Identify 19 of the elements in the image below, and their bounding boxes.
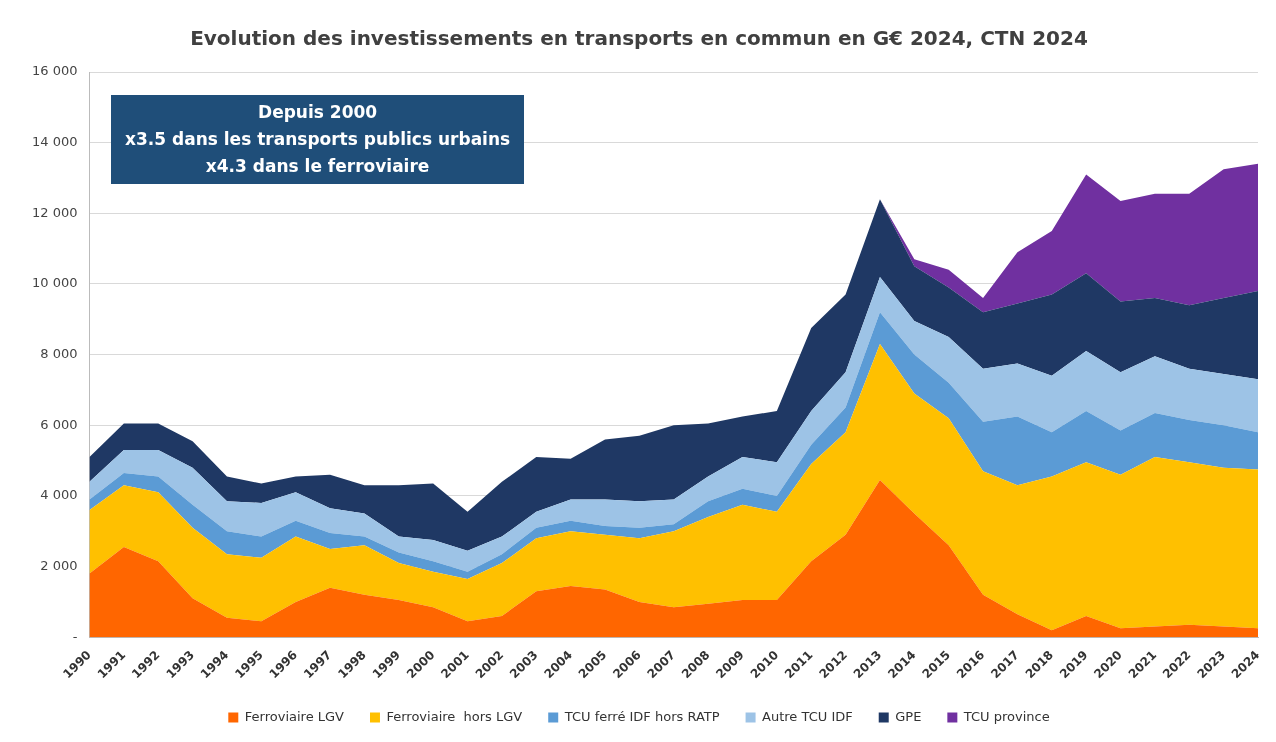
annotation: x3.5 dans les transports publics urbains xyxy=(125,128,511,151)
legend-label: GPE xyxy=(895,708,922,724)
y-tick-label: 16 000 xyxy=(31,63,78,79)
legend-label: TCU province xyxy=(962,708,1050,724)
annotation: Depuis 2000 xyxy=(257,101,379,124)
y-tick-label: 12 000 xyxy=(31,204,78,220)
annotation: x4.3 dans le ferroviaire xyxy=(204,155,431,178)
y-tick-label: 14 000 xyxy=(31,134,78,150)
y-tick-label: - xyxy=(72,628,78,644)
y-tick-label: 10 000 xyxy=(31,275,78,291)
y-tick-label: 4 000 xyxy=(40,487,78,503)
y-tick-label: 2 000 xyxy=(40,557,78,573)
legend-label: Autre TCU IDF xyxy=(762,708,853,724)
legend-label: TCU ferré IDF hors RATP xyxy=(563,708,720,724)
y-tick-label: 8 000 xyxy=(40,345,78,361)
chart-title: Evolution des investissements en transports en commun en G€ 2024, CTN 2024 xyxy=(190,26,1088,51)
legend-label: Ferroviaire LGV xyxy=(244,708,345,724)
y-tick-label: 6 000 xyxy=(40,416,78,432)
legend-label: Ferroviaire hors LGV xyxy=(386,708,523,724)
